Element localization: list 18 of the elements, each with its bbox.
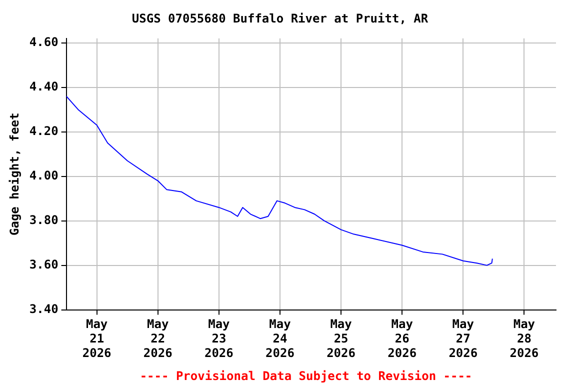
y-tick-label: 4.00 — [29, 168, 58, 182]
y-tick-label: 3.40 — [29, 302, 58, 316]
y-tick-label: 3.80 — [29, 212, 58, 227]
chart-title: USGS 07055680 Buffalo River at Pruitt, AR — [132, 11, 429, 26]
y-tick-label: 4.60 — [29, 34, 58, 49]
x-tick-label: May 26 2026 — [388, 317, 417, 360]
x-tick-label: May 25 2026 — [326, 317, 356, 360]
x-tick-label: May 21 2026 — [82, 317, 112, 360]
y-tick-label: 4.40 — [29, 79, 58, 94]
text: ---- Provisional Data Subject to Revision ---- — [140, 369, 472, 383]
y-axis-title: Gage height, feet — [7, 112, 22, 236]
x-tick-label: May 23 2026 — [204, 317, 234, 360]
x-tick-label: May 22 2026 — [143, 317, 172, 360]
x-tick-label: May 27 2026 — [448, 317, 478, 360]
y-tick-label: 4.20 — [29, 124, 58, 138]
x-tick-label: May 28 2026 — [510, 317, 539, 360]
y-tick-label: 3.60 — [29, 257, 58, 272]
x-tick-label: May 24 2026 — [266, 317, 294, 360]
